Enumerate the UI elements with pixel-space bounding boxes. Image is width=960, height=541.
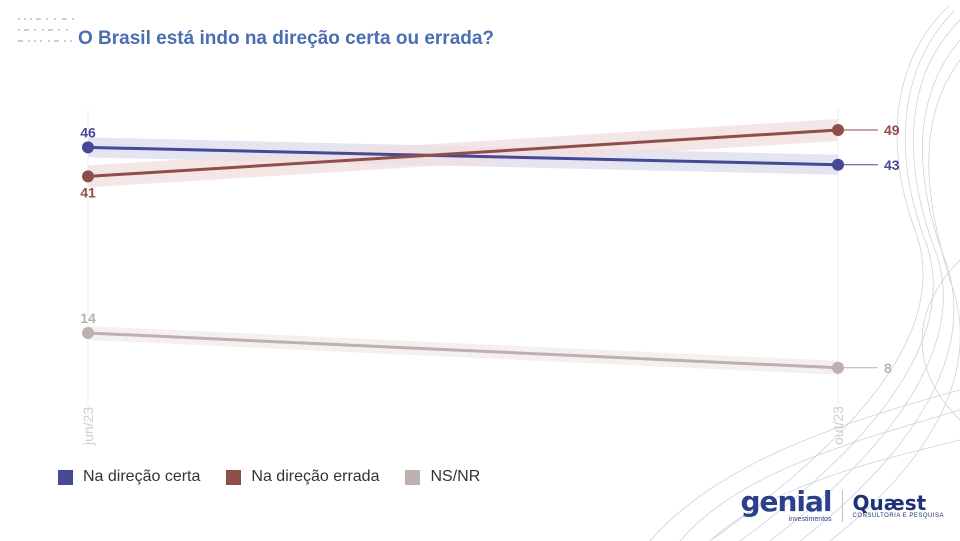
genial-logo-text: genial — [740, 485, 832, 518]
genial-logo-subtext: investimentos — [788, 516, 832, 523]
legend-swatch-certa — [58, 469, 73, 485]
legend-item-errada: Na direção errada — [226, 468, 379, 486]
legend: Na direção certa Na direção errada NS/NR — [58, 468, 480, 486]
data-point — [832, 361, 844, 374]
data-label: 8 — [884, 360, 892, 376]
legend-label-certa: Na direção certa — [83, 468, 201, 485]
data-point — [832, 158, 844, 171]
quaest-logo-subtext: CONSULTORIA E PESQUISA — [852, 512, 944, 519]
x-tick-label: jun/23 — [80, 407, 96, 446]
series-line-0 — [87, 145, 839, 167]
quaest-logo-text: Quæst — [852, 490, 927, 515]
data-label: 14 — [80, 310, 96, 326]
genial-logo: genial investimentos — [740, 485, 832, 524]
legend-item-certa: Na direção certa — [58, 468, 200, 486]
data-point — [82, 141, 94, 154]
chart-title: O Brasil está indo na direção certa ou e… — [78, 28, 495, 49]
legend-swatch-nsnr — [405, 469, 421, 485]
x-tick-label: out/23 — [830, 406, 846, 445]
quaest-logo: Quæst CONSULTORIA E PESQUISA — [853, 493, 944, 519]
series-line-1 — [87, 128, 839, 178]
logo-divider — [841, 489, 843, 522]
data-label: 41 — [80, 184, 96, 200]
logos: genial investimentos Quæst CONSULTORIA E… — [740, 485, 944, 524]
data-point — [832, 124, 844, 136]
legend-label-errada: Na direção errada — [251, 468, 380, 485]
data-point — [82, 327, 94, 339]
legend-item-nsnr: NS/NR — [405, 468, 480, 486]
decorative-dots — [18, 18, 74, 42]
legend-label-nsnr: NS/NR — [430, 468, 481, 485]
data-point — [82, 170, 94, 183]
data-label: 46 — [80, 124, 96, 140]
data-label: 43 — [884, 157, 900, 173]
data-label: 49 — [884, 122, 900, 138]
series-line-2 — [87, 331, 839, 370]
legend-swatch-errada — [226, 469, 242, 485]
